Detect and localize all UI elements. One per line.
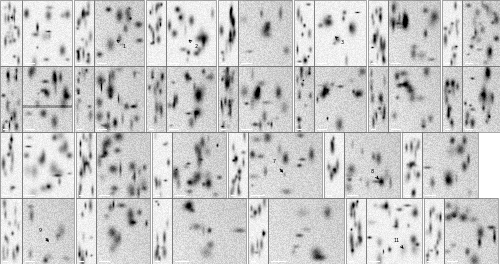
Bar [172, 198, 246, 264]
Bar [424, 198, 444, 264]
Bar [152, 198, 172, 264]
Bar [248, 198, 268, 264]
Bar [96, 198, 150, 264]
Bar [388, 66, 440, 132]
Bar [218, 0, 238, 66]
Bar [0, 198, 22, 264]
Bar [166, 66, 216, 132]
Bar [388, 0, 440, 66]
Bar [462, 0, 500, 66]
Bar [94, 66, 144, 132]
Bar [22, 0, 72, 66]
Bar [442, 66, 462, 132]
Text: 1: 1 [117, 40, 126, 49]
Bar [368, 66, 388, 132]
Bar [294, 66, 314, 132]
Bar [96, 132, 150, 198]
Bar [146, 66, 166, 132]
Bar [76, 132, 96, 198]
Bar [22, 132, 74, 198]
Bar [248, 132, 322, 198]
Bar [74, 0, 94, 66]
Bar [366, 198, 422, 264]
Bar [0, 132, 22, 198]
Text: 3: 3 [336, 37, 344, 45]
Bar [238, 66, 292, 132]
Bar [172, 132, 226, 198]
Bar [166, 0, 216, 66]
Text: 11: 11 [394, 238, 403, 248]
Bar [294, 0, 314, 66]
Bar [146, 0, 166, 66]
Bar [402, 132, 422, 198]
Bar [314, 66, 366, 132]
Bar [462, 66, 500, 132]
Bar [268, 198, 344, 264]
Bar [74, 66, 94, 132]
Bar [22, 66, 72, 132]
Bar [422, 132, 478, 198]
Bar [346, 198, 366, 264]
Bar [324, 132, 344, 198]
Bar [94, 0, 144, 66]
Text: 8: 8 [370, 169, 378, 179]
Bar [218, 66, 238, 132]
Bar [22, 198, 74, 264]
Bar [314, 0, 366, 66]
Bar [368, 0, 388, 66]
Bar [0, 66, 22, 132]
Bar [76, 198, 96, 264]
Bar [442, 0, 462, 66]
Bar [344, 132, 400, 198]
Bar [228, 132, 248, 198]
Text: 7: 7 [272, 159, 282, 172]
Bar [444, 198, 498, 264]
Text: 9: 9 [38, 229, 48, 241]
Text: 2: 2 [189, 40, 198, 49]
Bar [0, 0, 22, 66]
Bar [238, 0, 292, 66]
Bar [152, 132, 172, 198]
